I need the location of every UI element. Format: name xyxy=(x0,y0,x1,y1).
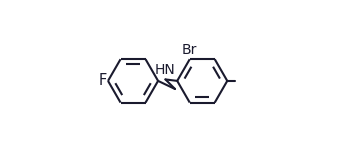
Text: HN: HN xyxy=(154,63,175,77)
Text: F: F xyxy=(99,73,107,88)
Text: Br: Br xyxy=(181,43,197,57)
